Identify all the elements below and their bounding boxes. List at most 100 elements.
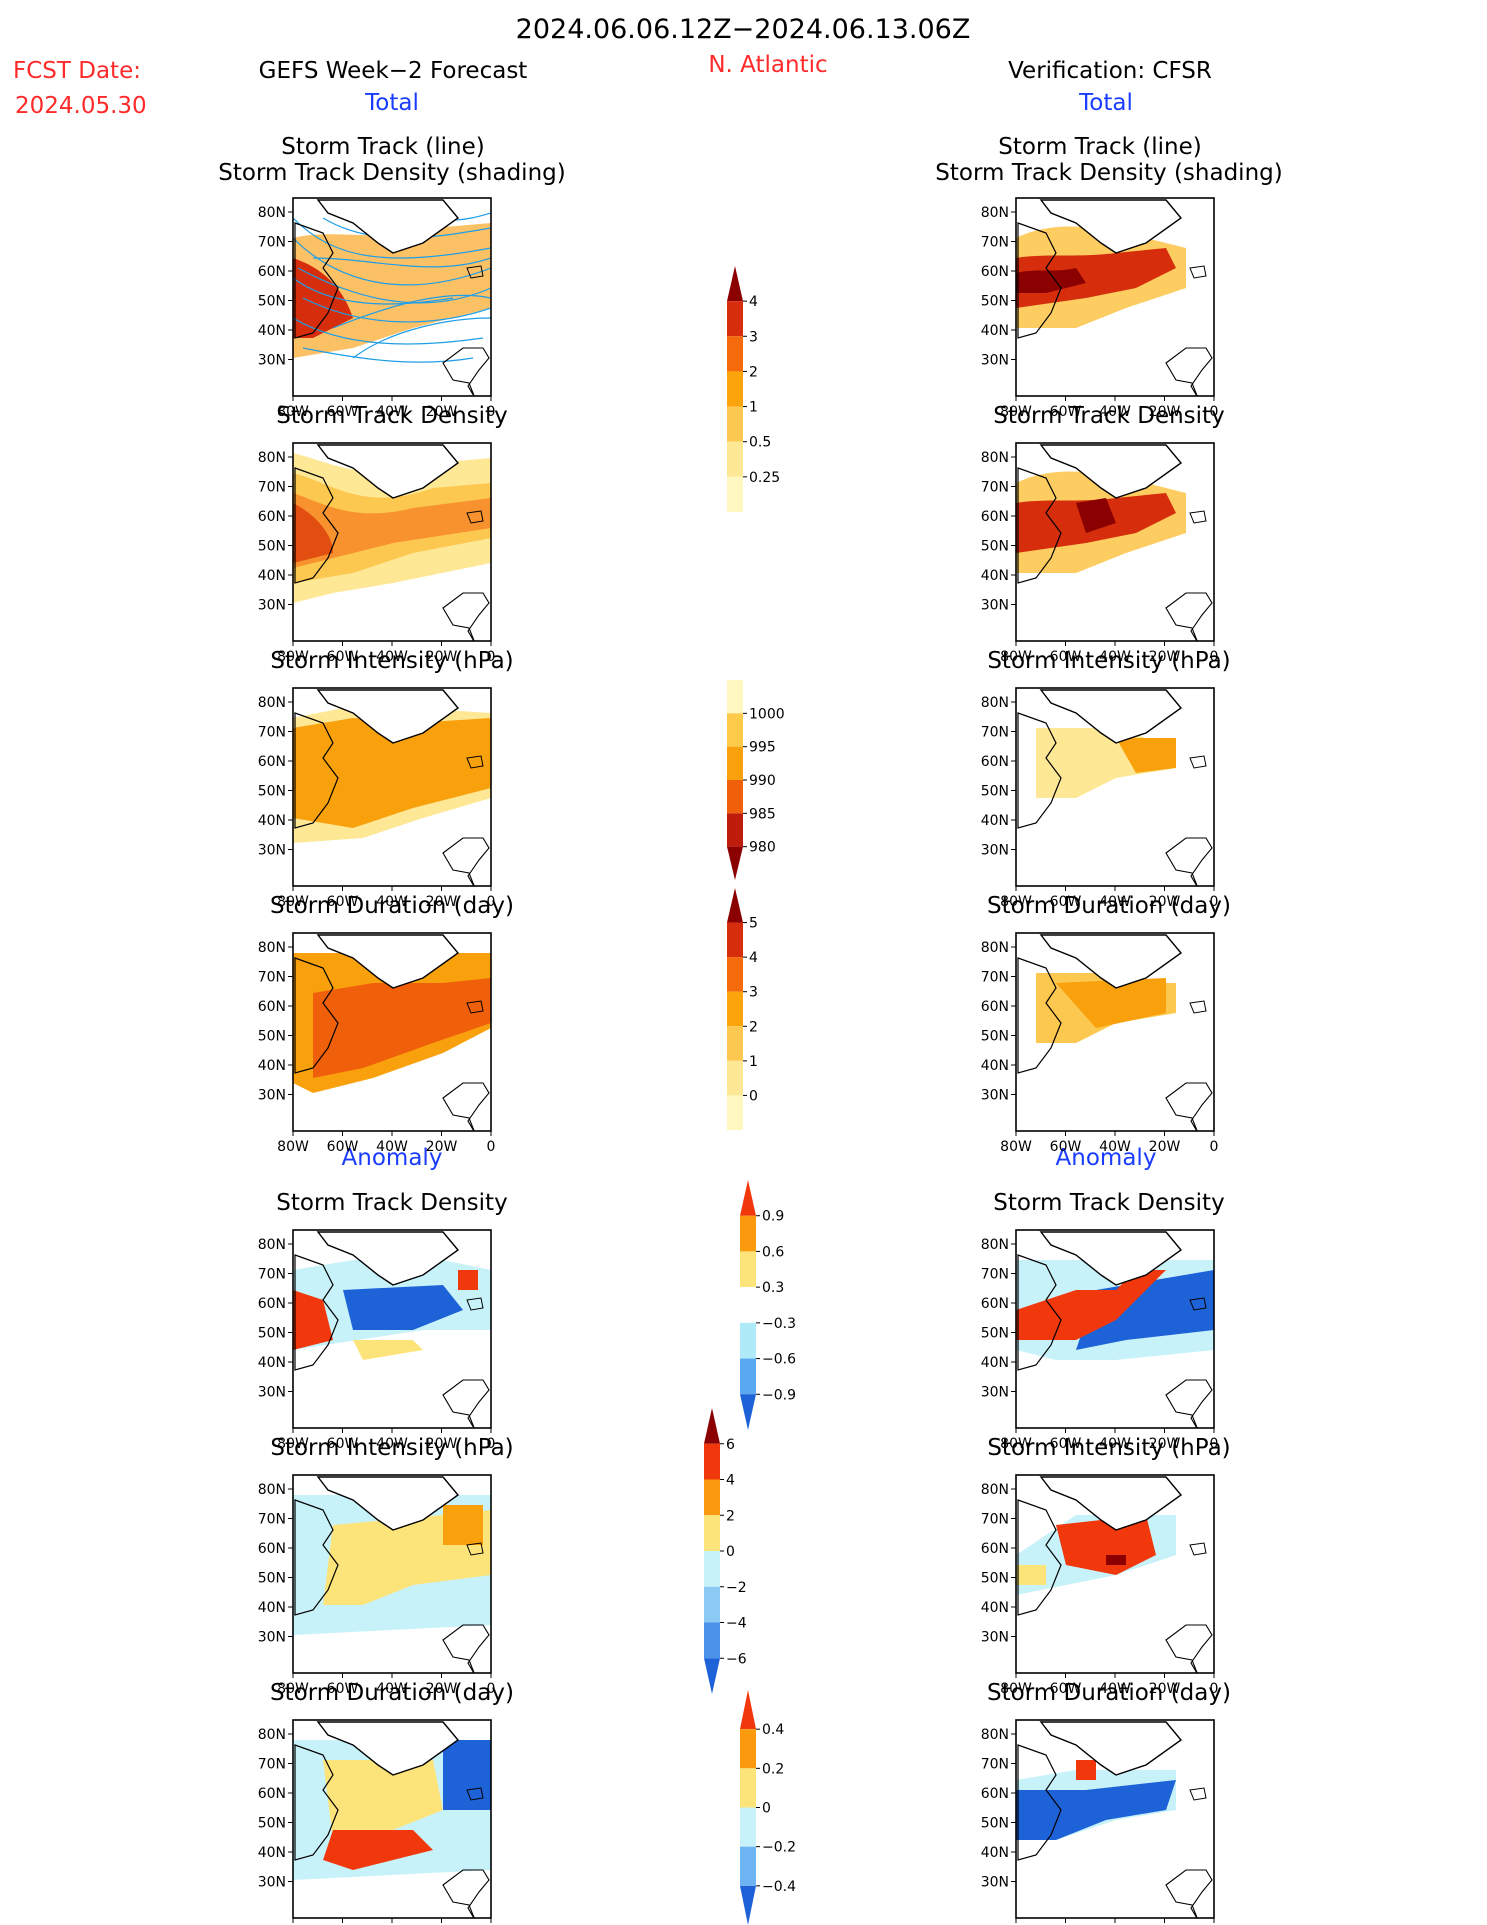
- lon-tick-label: 80W: [277, 1139, 309, 1155]
- colorbar-swatch: [740, 1768, 756, 1808]
- lon-tick-label: 60W: [327, 1681, 359, 1697]
- lat-tick-label: 40N: [981, 568, 1009, 584]
- lon-tick-label: 60W: [1050, 1139, 1082, 1155]
- lon-tick-label: 80W: [1000, 1681, 1032, 1697]
- colorbar-swatch: [740, 1287, 756, 1323]
- lon-tick-label: 80W: [1000, 1139, 1032, 1155]
- map-cfsr-track-line: 80N 70N 60N 50N 40N 30N 80W 60W 40W 20W 0: [981, 197, 1219, 420]
- map-gefs-anomaly-density: 80N 70N 60N 50N 40N 30N 80W 60W 40W 20W 0: [258, 1229, 495, 1452]
- colorbar-swatch: [727, 680, 743, 714]
- lon-tick-label: 20W: [1149, 404, 1181, 420]
- lat-tick-label: 50N: [258, 1816, 286, 1832]
- lat-tick-label: 80N: [981, 1727, 1009, 1743]
- lat-tick-label: 70N: [981, 1757, 1009, 1773]
- lon-tick-label: 60W: [1050, 649, 1082, 665]
- lon-tick-label: 80W: [277, 1436, 309, 1452]
- colorbar-tick-label: 6: [726, 1437, 735, 1453]
- lat-tick-label: 80N: [981, 450, 1009, 466]
- forecast-title: GEFS Week−2 Forecast: [259, 58, 528, 84]
- colorbar-swatch: [704, 1443, 720, 1480]
- lat-tick-label: 70N: [258, 1512, 286, 1528]
- lon-tick-label: 40W: [1099, 649, 1131, 665]
- map-cfsr-intensity: 80N 70N 60N 50N 40N 30N 80W 60W 40W 20W 0: [981, 687, 1218, 910]
- lat-tick-label: 60N: [981, 1296, 1009, 1312]
- lat-tick-label: 60N: [981, 999, 1009, 1015]
- lat-tick-label: 60N: [258, 264, 286, 280]
- colorbar-swatch: [727, 1026, 743, 1061]
- lat-tick-label: 60N: [258, 1786, 286, 1802]
- colorbar-tick-label: −6: [726, 1651, 747, 1667]
- lat-tick-label: 80N: [258, 450, 286, 466]
- colorbar-tick-label: −0.4: [762, 1879, 796, 1895]
- lon-tick-label: 40W: [1099, 1139, 1131, 1155]
- colorbar-tick-label: 995: [749, 740, 776, 756]
- colorbar-intensity-anomaly: 6 4 2 0 −2 −4 −6: [704, 1408, 747, 1694]
- anomaly-label-right: Anomaly: [1056, 1145, 1157, 1171]
- lat-tick-label: 40N: [258, 1355, 286, 1371]
- colorbar-tick-label: 0.5: [749, 435, 771, 451]
- title-intensity-right: Storm Intensity (hPa): [987, 648, 1230, 674]
- map-gefs-duration: 80N 70N 60N 50N 40N 30N 80W 60W 40W 20W 0: [258, 932, 495, 1155]
- lon-tick-label: 60W: [327, 894, 359, 910]
- colorbar-swatch: [740, 1885, 756, 1925]
- lat-tick-label: 70N: [258, 1757, 286, 1773]
- title-intensity-left: Storm Intensity (hPa): [270, 648, 513, 674]
- map-cfsr-track-density: 80N 70N 60N 50N 40N 30N 80W 60W 40W 20W 0: [981, 442, 1219, 665]
- lat-tick-label: 60N: [258, 999, 286, 1015]
- colorbar-tick-label: 1: [749, 400, 758, 416]
- colorbar-swatch: [727, 371, 743, 407]
- colorbar-tick-label: 1000: [749, 706, 785, 722]
- lat-tick-label: 60N: [981, 1786, 1009, 1802]
- title-anomaly-duration-left: Storm Duration (day): [270, 1680, 514, 1706]
- colorbar-duration-total: 5 4 3 2 1 0: [727, 888, 758, 1130]
- lat-tick-label: 80N: [981, 1482, 1009, 1498]
- total-label-left: Total: [364, 90, 419, 116]
- colorbar-tick-label: 0.3: [762, 1280, 784, 1296]
- lat-tick-label: 50N: [981, 784, 1009, 800]
- lon-tick-label: 60W: [1050, 1436, 1082, 1452]
- lat-tick-label: 30N: [258, 598, 286, 614]
- lat-tick-label: 70N: [981, 1267, 1009, 1283]
- lat-tick-label: 80N: [258, 205, 286, 221]
- lat-tick-label: 70N: [258, 235, 286, 251]
- lon-tick-label: 20W: [426, 404, 458, 420]
- region-label: N. Atlantic: [708, 52, 827, 78]
- lon-tick-label: 80W: [1000, 894, 1032, 910]
- lon-tick-label: 40W: [1099, 404, 1131, 420]
- lat-tick-label: 50N: [981, 1029, 1009, 1045]
- colorbar-tick-label: 5: [749, 916, 758, 932]
- lon-tick-label: 20W: [426, 1681, 458, 1697]
- lat-tick-label: 40N: [981, 1058, 1009, 1074]
- lat-tick-label: 40N: [981, 1845, 1009, 1861]
- lon-tick-label: 0: [1210, 404, 1219, 420]
- colorbar-tick-label: −0.6: [762, 1352, 796, 1368]
- colorbar-swatch: [740, 1807, 756, 1847]
- colorbar-swatch: [727, 476, 743, 512]
- lon-tick-label: 40W: [1099, 894, 1131, 910]
- lon-tick-label: 0: [487, 404, 496, 420]
- colorbar-tick-label: 0.9: [762, 1209, 784, 1225]
- title-anomaly-density-right: Storm Track Density: [993, 1190, 1224, 1216]
- lat-tick-label: 50N: [258, 539, 286, 555]
- map-gefs-anomaly-intensity: 80N 70N 60N 50N 40N 30N 80W 60W 40W 20W 0: [258, 1474, 495, 1697]
- lat-tick-label: 50N: [258, 1326, 286, 1342]
- colorbar-swatch: [740, 1215, 756, 1252]
- colorbar-swatch: [704, 1515, 720, 1551]
- colorbar-swatch: [727, 266, 743, 302]
- title-duration-right: Storm Duration (day): [987, 893, 1231, 919]
- colorbar-tick-label: 0.4: [762, 1722, 784, 1738]
- lat-tick-label: 30N: [981, 1875, 1009, 1891]
- lon-tick-label: 80W: [1000, 649, 1032, 665]
- lat-tick-label: 60N: [981, 754, 1009, 770]
- lon-tick-label: 60W: [327, 1139, 359, 1155]
- lon-tick-label: 0: [487, 649, 496, 665]
- lat-tick-label: 40N: [258, 323, 286, 339]
- colorbar-swatch: [727, 336, 743, 372]
- lon-tick-label: 0: [1210, 649, 1219, 665]
- colorbar-swatch: [704, 1622, 720, 1659]
- colorbar-intensity-total: 1000 995 990 985 980: [727, 680, 785, 880]
- colorbar-tick-label: 2: [726, 1508, 735, 1524]
- lat-tick-label: 60N: [981, 264, 1009, 280]
- lon-tick-label: 0: [1210, 1436, 1219, 1452]
